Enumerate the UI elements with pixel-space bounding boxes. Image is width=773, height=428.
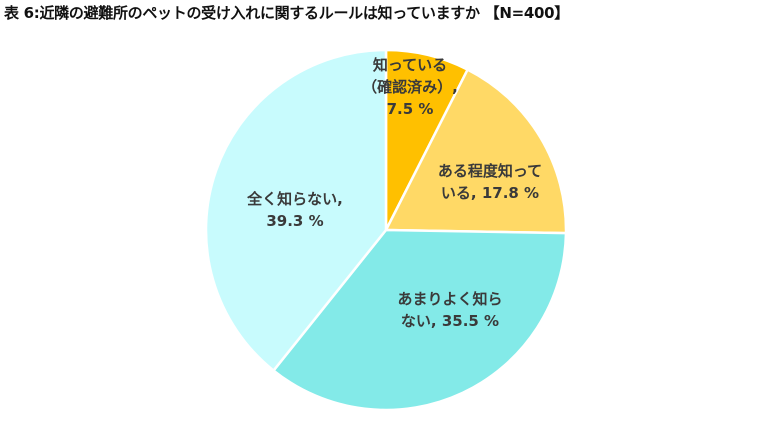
label-line: 全く知らない, [247, 190, 343, 208]
label-line: 39.3 % [266, 212, 324, 230]
label-line: いる, 17.8 % [440, 184, 540, 202]
pie-slices [204, 48, 568, 412]
pie-slice [271, 228, 568, 412]
slice-label-known-confirmed: 知っている （確認済み）, 7.5 % [340, 54, 480, 120]
slice-label-not-known-at-all: 全く知らない, 39.3 % [230, 188, 360, 232]
label-line: ある程度知って [437, 162, 543, 180]
slice-label-not-well-known: あまりよく知ら ない, 35.5 % [380, 288, 520, 332]
slice-label-somewhat-known: ある程度知って いる, 17.8 % [410, 160, 570, 204]
chart-title: 表 6:近隣の避難所のペットの受け入れに関するルールは知っていますか 【N=40… [4, 4, 569, 22]
pie-slice [204, 48, 388, 373]
label-line: （確認済み）, [362, 78, 458, 96]
label-line: あまりよく知ら [397, 290, 503, 308]
label-line: ない, 35.5 % [400, 312, 500, 330]
label-line: 7.5 % [386, 100, 434, 118]
pie-slice [383, 67, 568, 235]
label-line: 知っている [372, 56, 448, 74]
